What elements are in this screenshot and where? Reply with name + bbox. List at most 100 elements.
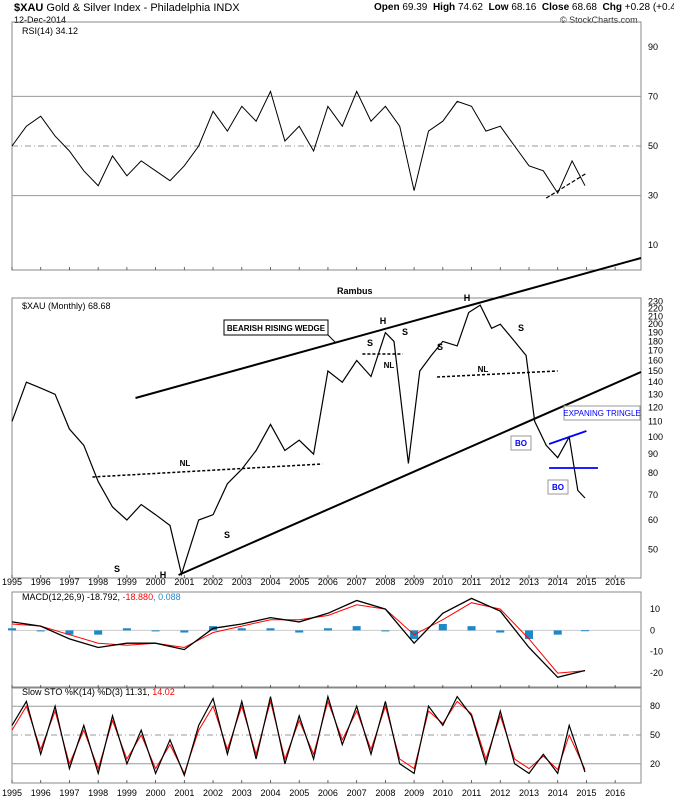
macd-histogram-bar — [122, 628, 131, 631]
macd-panel-frame — [11, 591, 642, 689]
year-tick-label: 2004 — [260, 788, 280, 798]
price-y-tick-label: 120 — [648, 402, 663, 412]
price-y-tick-label: 110 — [648, 416, 662, 426]
year-tick-label: 1997 — [59, 788, 79, 798]
macd-histogram-bar — [438, 624, 447, 631]
year-tick-label: 2014 — [548, 577, 568, 587]
year-tick-label: 1995 — [2, 788, 22, 798]
wedge-label-box — [223, 319, 329, 336]
head-label: H — [464, 293, 471, 303]
neckline-left — [92, 463, 323, 478]
year-tick-label: 2013 — [519, 788, 539, 798]
year-tick-label: 1995 — [2, 577, 22, 587]
year-tick-label: 2009 — [404, 788, 424, 798]
year-tick-label: 2004 — [260, 577, 280, 587]
macd-line — [11, 597, 586, 679]
price-y-tick-label: 180 — [648, 336, 663, 346]
credit: © StockCharts.com — [560, 15, 638, 25]
year-tick-label: 2003 — [232, 577, 252, 587]
macd-histogram-bar — [180, 630, 189, 633]
price-y-tick-label: 80 — [648, 468, 658, 478]
shoulder-label: S — [224, 530, 230, 540]
macd-histogram-bar — [295, 630, 304, 633]
macd-histogram-bar — [352, 626, 361, 631]
macd-histogram-bar — [36, 630, 45, 632]
year-tick-label: 2009 — [404, 577, 424, 587]
macd-histogram-bar — [524, 630, 533, 639]
year-tick-label: 2016 — [605, 577, 625, 587]
year-tick-label: 1998 — [88, 577, 108, 587]
macd-histogram-bar — [323, 628, 332, 631]
sto-k-line — [11, 694, 586, 778]
breakout-label-2: BO — [552, 483, 564, 492]
year-tick-label: 2015 — [576, 577, 596, 587]
price-y-tick-label: 50 — [648, 545, 658, 555]
bo-box-2 — [547, 479, 569, 495]
price-y-tick-label: 140 — [648, 377, 663, 387]
year-tick-label: 2013 — [519, 577, 539, 587]
neckline-label: NL — [384, 361, 395, 370]
macd-signal-line — [11, 602, 586, 674]
price-y-tick-label: 150 — [648, 366, 663, 376]
price-line — [11, 304, 586, 577]
year-tick-label: 2010 — [433, 577, 453, 587]
macd-histogram-bar — [381, 630, 390, 632]
breakout-label-1: BO — [515, 439, 527, 448]
shoulder-label: S — [518, 323, 524, 333]
macd-histogram-bar — [467, 626, 476, 631]
head-label: H — [380, 316, 387, 326]
rsi-y-tick-label: 10 — [648, 240, 658, 250]
year-tick-label: 2006 — [318, 577, 338, 587]
chart-date: 12-Dec-2014 — [14, 15, 67, 25]
year-tick-label: 2005 — [289, 788, 309, 798]
macd-histogram-bar — [553, 630, 562, 635]
macd-histogram-bar — [94, 630, 103, 635]
triangle-label: EXPANING TRINGLE — [563, 409, 641, 418]
year-tick-label: 2000 — [146, 577, 166, 587]
year-tick-label: 2015 — [576, 788, 596, 798]
neckline-label: NL — [180, 459, 191, 468]
price-y-tick-label: 60 — [648, 515, 658, 525]
year-tick-label: 2002 — [203, 788, 223, 798]
macd-histogram-bar — [266, 628, 275, 631]
year-tick-label: 2006 — [318, 788, 338, 798]
macd-histogram-bar — [237, 628, 246, 631]
wedge-lower-line — [178, 371, 642, 576]
year-tick-label: 1999 — [117, 577, 137, 587]
price-y-tick-label: 230 — [648, 296, 663, 306]
macd-y-tick-label: -20 — [650, 668, 663, 678]
macd-histogram-bar — [151, 630, 160, 632]
year-tick-label: 1997 — [59, 577, 79, 587]
macd-histogram-bar — [496, 630, 505, 633]
price-y-tick-label: 90 — [648, 449, 658, 459]
year-tick-label: 2016 — [605, 788, 625, 798]
rsi-label: RSI(14) 34.12 — [22, 26, 78, 36]
year-tick-label: 2008 — [375, 577, 395, 587]
year-tick-label: 1996 — [31, 788, 51, 798]
shoulder-label: S — [402, 327, 408, 337]
wedge-upper-line — [135, 257, 642, 399]
year-tick-label: 1996 — [31, 577, 51, 587]
price-y-tick-label: 210 — [648, 311, 663, 321]
year-tick-label: 2008 — [375, 788, 395, 798]
rsi-y-tick-label: 70 — [648, 91, 658, 101]
bo-box-1 — [510, 435, 532, 451]
year-tick-label: 2002 — [203, 577, 223, 587]
wedge-label: BEARISH RISING WEDGE — [227, 324, 326, 333]
macd-histogram-bar — [65, 630, 74, 635]
year-tick-label: 2007 — [347, 577, 367, 587]
price-y-tick-label: 160 — [648, 356, 663, 366]
year-tick-label: 1999 — [117, 788, 137, 798]
rsi-trendline — [545, 172, 587, 199]
triangle-label-box — [563, 405, 641, 421]
year-tick-label: 2001 — [174, 577, 194, 587]
year-tick-label: 2012 — [490, 788, 510, 798]
author-label: Rambus — [337, 286, 373, 296]
price-y-tick-label: 200 — [648, 319, 663, 329]
index-name: Gold & Silver Index - Philadelphia INDX — [46, 2, 240, 14]
price-y-tick-label: 100 — [648, 432, 663, 442]
year-tick-label: 2001 — [174, 788, 194, 798]
chart-header: $XAU Gold & Silver Index - Philadelphia … — [14, 2, 240, 14]
year-tick-label: 2012 — [490, 577, 510, 587]
